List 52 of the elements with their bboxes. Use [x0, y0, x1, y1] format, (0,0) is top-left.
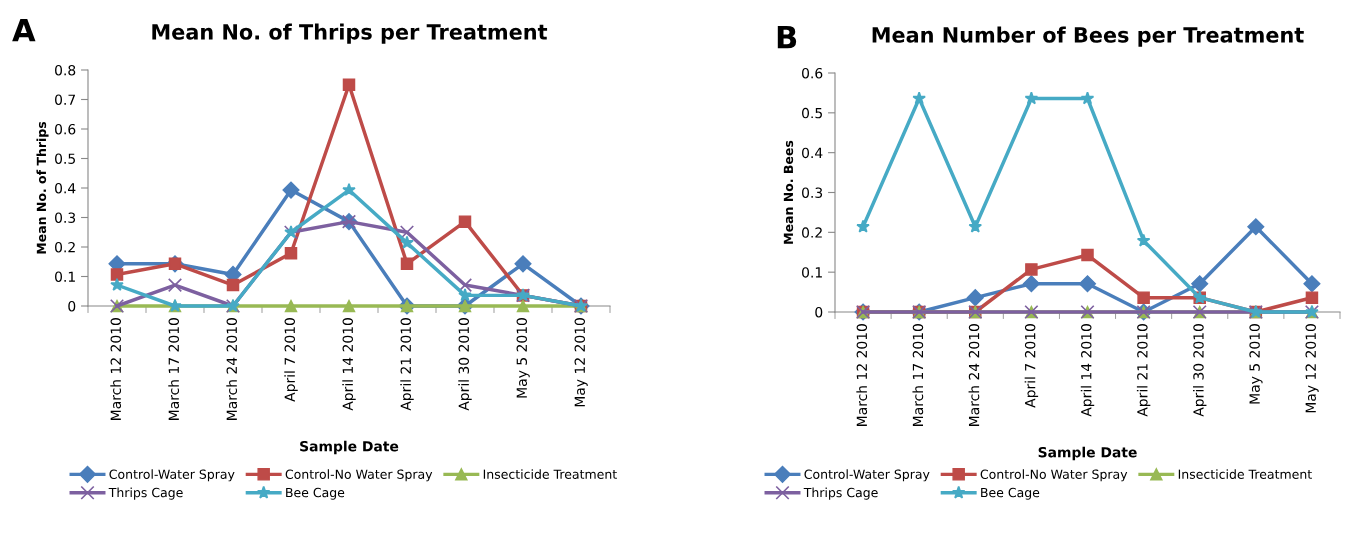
x-tick-label: March 12 2010: [856, 324, 868, 426]
x-tick-label: March 24 2010: [968, 324, 980, 426]
x-tick-label: March 12 2010: [110, 318, 122, 420]
legend-label: Thrips Cage: [803, 487, 878, 500]
y-tick-label: 0.3: [55, 212, 76, 223]
x-tick-label: April 30 2010: [458, 318, 472, 411]
x-tick-label: March 17 2010: [912, 324, 924, 426]
y-tick-label: 0.8: [55, 64, 76, 76]
legend-label: Insecticide Treatment: [1178, 469, 1312, 479]
y-tick-label: 0.4: [802, 147, 823, 159]
y-axis-title: Mean No. of Thrips: [36, 121, 49, 254]
y-tick-label: 0.2: [55, 241, 75, 253]
x-tick-label: May 5 2010: [516, 318, 530, 398]
y-tick-label: 0.7: [55, 94, 76, 105]
legend-label: Bee Cage: [286, 487, 345, 500]
y-axis-title: Mean No. Bees: [783, 140, 794, 244]
x-tick-label: April 21 2010: [400, 318, 414, 411]
x-tick-label: March 17 2010: [168, 318, 180, 420]
x-tick-label: March 24 2010: [226, 318, 238, 420]
x-tick-label: April 30 2010: [1193, 324, 1207, 417]
y-tick-label: 0: [68, 300, 76, 312]
legend-label: Control-No Water Spray: [980, 469, 1128, 482]
text: B: [777, 25, 797, 49]
y-tick-label: 0.1: [802, 267, 822, 278]
legend-label: Control-Water Spray: [109, 469, 235, 482]
legend-label: Insecticide Treatment: [483, 469, 617, 479]
x-tick-label: May 5 2010: [1249, 324, 1263, 404]
x-tick-label: April 7 2010: [1024, 324, 1039, 408]
y-tick-label: 0.2: [802, 227, 822, 238]
y-tick-label: 0.3: [802, 187, 823, 198]
chart-title: Mean Number of Bees per Treatment: [872, 26, 1304, 47]
y-tick-label: 0.6: [802, 67, 823, 79]
x-tick-label: April 21 2010: [1136, 324, 1151, 417]
y-tick-label: 0.4: [55, 182, 76, 194]
legend-label: Bee Cage: [981, 487, 1040, 500]
x-tick-label: May 12 2010: [1305, 324, 1319, 413]
y-tick-label: 0.6: [55, 123, 76, 135]
legend-label: Control-Water Spray: [804, 469, 930, 482]
legend-label: Thrips Cage: [108, 487, 183, 500]
y-tick-label: 0: [815, 306, 823, 318]
y-tick-label: 0.1: [55, 271, 75, 282]
x-axis-title: Sample Date: [1038, 446, 1137, 461]
x-tick-label: April 7 2010: [284, 318, 298, 402]
y-tick-label: 0.5: [55, 153, 75, 164]
x-tick-label: April 14 2010: [1080, 324, 1095, 417]
x-axis-title: Sample Date: [300, 440, 399, 455]
legend-label: Control-No Water Spray: [285, 469, 433, 482]
x-tick-label: April 14 2010: [342, 318, 356, 411]
x-tick-label: May 12 2010: [574, 318, 588, 407]
y-tick-label: 0.5: [802, 107, 822, 119]
chart-title: Mean No. of Thrips per Treatment: [152, 23, 548, 44]
text: A: [12, 18, 36, 42]
